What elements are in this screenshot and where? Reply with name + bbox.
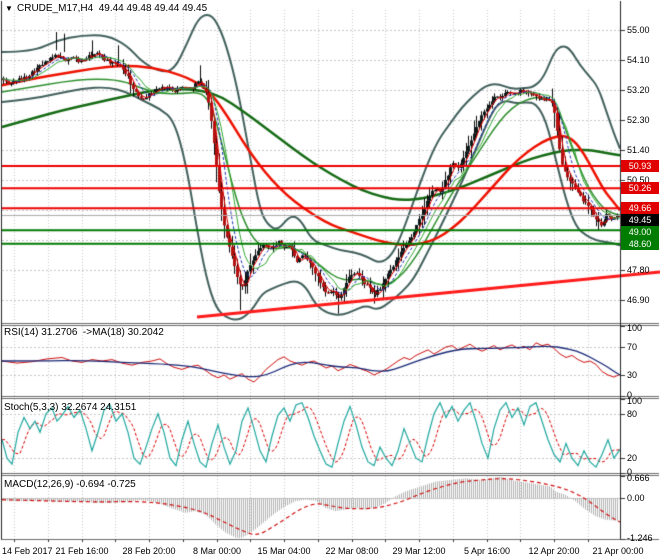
symbol-period-label: CRUDE_M17,H4 (17, 3, 94, 14)
quotes-values: 49.44 49.48 49.44 49.45 (98, 3, 208, 14)
chart-title-ohlc: CRUDE_M17,H4 49.44 49.48 49.44 49.45 (17, 3, 207, 14)
macd-indicator-header: MACD(12,26,9) -0.694 -0.725 (4, 479, 136, 490)
symbol-dropdown-icon[interactable]: ▼ (5, 4, 13, 13)
rsi-indicator-header: RSI(14) 31.2706 ->MA(18) 30.2042 (4, 327, 164, 338)
stoch-indicator-header: Stoch(5,3,3) 32.2674 24.3151 (4, 402, 137, 413)
